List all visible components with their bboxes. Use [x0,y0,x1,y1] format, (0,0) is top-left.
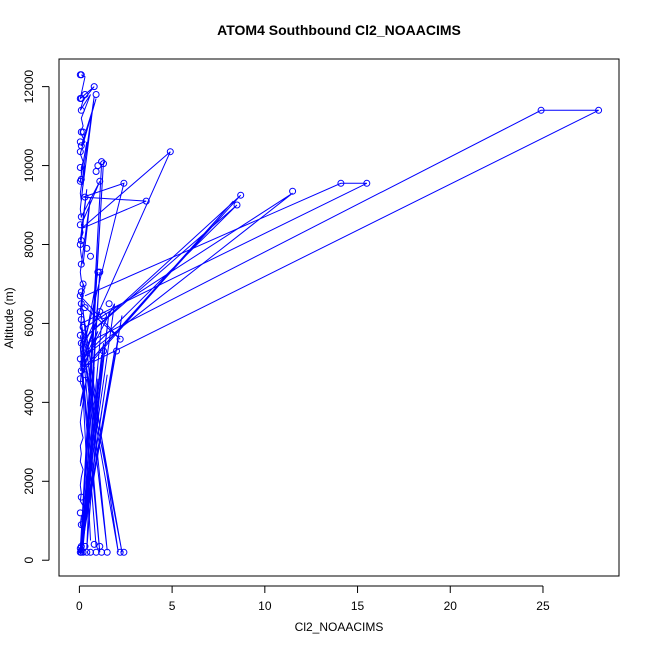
data-point [120,548,128,556]
data-point [81,193,89,201]
data-point [79,128,87,136]
data-point [77,339,85,347]
data-point [76,148,84,156]
data-point [105,300,113,308]
data-point [337,179,345,187]
data-point [77,288,85,296]
x-tick-label: 25 [536,599,550,613]
x-tick-label: 20 [444,599,458,613]
data-point [81,343,89,351]
data-point [77,95,85,102]
x-tick-label: 0 [76,599,83,613]
data-point [76,509,84,517]
data-point [94,268,102,276]
data-point [77,106,85,114]
data-point [81,304,89,312]
data-point [87,252,94,260]
data-point [76,375,84,383]
data-point [595,106,603,114]
series-line-3 [79,315,123,553]
data-point [77,493,85,501]
data-point [76,138,84,146]
data-point [233,201,241,209]
data-point [98,158,106,166]
x-tick-label: 10 [258,599,272,613]
data-point [113,347,120,355]
series-group [78,74,599,554]
data-point [76,292,84,300]
data-point [81,371,89,379]
data-point [94,162,102,170]
data-point [92,168,100,175]
data-point [79,359,87,367]
data-point [120,179,128,187]
data-point [77,237,85,244]
y-tick-label: 6000 [22,310,36,337]
data-point [77,300,85,308]
data-point [83,548,91,556]
y-tick-label: 2000 [22,468,36,495]
data-point [92,91,100,98]
series-line-4 [82,109,599,368]
y-axis: 0 2000 4000 6000 8000 10000 12000 [22,70,50,564]
data-point [79,280,87,288]
data-point [76,164,84,171]
series-line-9 [79,311,123,553]
data-point [76,221,84,229]
data-point [77,521,85,529]
series-line-5 [81,182,368,324]
points-group [76,71,603,556]
y-tick-label: 4000 [22,389,36,416]
data-point [100,160,107,168]
data-point [289,187,297,195]
x-tick-label: 5 [169,599,176,613]
y-axis-label: Altitude (m) [2,287,16,348]
data-point [79,548,87,556]
data-point [96,177,104,185]
data-point [96,542,104,550]
data-point [116,335,124,343]
data-point [100,312,107,319]
data-point [537,106,545,114]
data-point [76,331,84,339]
y-tick-label: 8000 [22,231,36,258]
data-point [79,323,87,331]
data-point [77,71,85,79]
data-point [76,177,84,185]
x-axis: 0 5 10 15 20 25 [76,585,550,613]
data-point [363,179,371,187]
data-point [90,540,98,548]
y-tick-label: 12000 [22,70,36,104]
data-point [90,83,98,91]
data-point [116,548,124,556]
data-point [77,213,85,221]
x-axis-label: Cl2_NOAACIMS [295,620,384,634]
y-tick-label: 10000 [22,149,36,183]
data-point [142,197,150,205]
data-point [76,241,84,248]
data-point [77,367,85,375]
data-point [81,91,89,98]
data-point [166,148,174,156]
data-point [77,316,85,323]
data-point [77,260,85,268]
y-tick-label: 0 [22,557,36,564]
data-point [237,191,245,199]
chart-title: ATOM4 Southbound Cl2_NOAACIMS [217,22,461,38]
data-point [96,308,104,316]
data-point [76,308,84,316]
data-point [83,244,91,252]
data-point [100,347,107,355]
data-point [103,548,111,556]
data-point [96,268,104,276]
data-point [77,142,85,150]
series-line-7 [80,151,171,356]
plot-frame [58,58,620,577]
x-tick-label: 15 [351,599,365,613]
